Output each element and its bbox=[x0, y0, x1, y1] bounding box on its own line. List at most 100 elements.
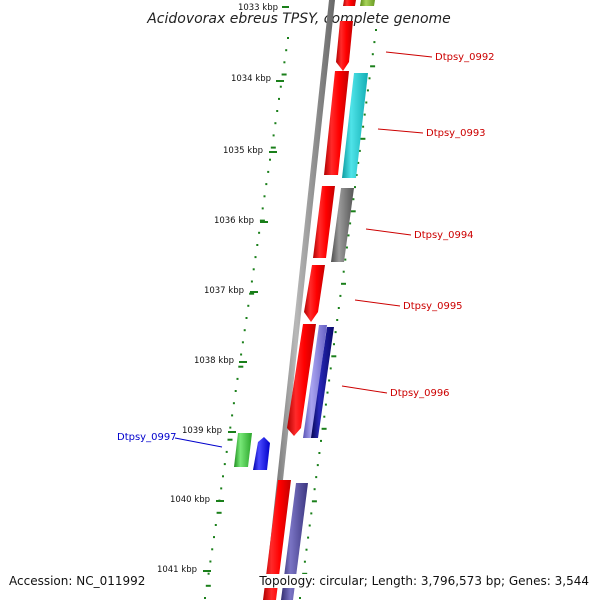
guide-dot bbox=[272, 134, 275, 137]
guide-dot bbox=[360, 137, 366, 140]
guide-dot bbox=[354, 186, 356, 189]
guide-dot bbox=[223, 463, 226, 466]
guide-dot bbox=[337, 307, 340, 309]
guide-dot bbox=[302, 572, 308, 575]
guide-dot bbox=[232, 402, 235, 405]
guide-dot bbox=[308, 524, 311, 527]
gene-feature-dtpsy-0992[interactable] bbox=[336, 21, 353, 71]
gene-label-dtpsy-0995[interactable]: Dtpsy_0995 bbox=[354, 299, 463, 312]
gene-feature[interactable] bbox=[342, 73, 368, 178]
guide-dot bbox=[204, 597, 206, 599]
ruler-tick-label: 1035 kbp bbox=[223, 146, 263, 156]
gene-feature[interactable] bbox=[253, 437, 270, 470]
ruler-tick: 1041 kbp bbox=[157, 565, 211, 575]
guide-dot bbox=[274, 122, 277, 125]
guide-dot bbox=[345, 246, 348, 249]
ruler-tick: 1033 kbp bbox=[238, 3, 289, 13]
guide-dot bbox=[225, 450, 228, 453]
guide-dot bbox=[213, 536, 215, 539]
guide-dot bbox=[347, 234, 350, 237]
guide-dot bbox=[336, 319, 339, 321]
guide-dot bbox=[362, 125, 365, 128]
guide-dot bbox=[238, 365, 244, 368]
gene-label-dtpsy-0992[interactable]: Dtpsy_0992 bbox=[385, 51, 495, 63]
guide-dot bbox=[316, 464, 319, 467]
gene-feature[interactable] bbox=[331, 188, 354, 262]
guide-dot bbox=[363, 113, 366, 116]
gene-label-dtpsy-0993[interactable]: Dtpsy_0993 bbox=[377, 128, 486, 139]
guide-dot bbox=[267, 170, 270, 173]
gene-label-text: Dtpsy_0997 bbox=[117, 432, 177, 443]
guide-dot bbox=[240, 353, 243, 356]
ruler-tick-label: 1036 kbp bbox=[214, 216, 254, 226]
guide-dot bbox=[241, 341, 244, 344]
guide-dot bbox=[218, 499, 221, 502]
guide-dot bbox=[328, 379, 331, 382]
gene-feature[interactable] bbox=[281, 483, 308, 600]
gene-feature-dtpsy-0994[interactable] bbox=[313, 186, 335, 258]
guide-dot bbox=[321, 427, 327, 430]
gene-feature[interactable] bbox=[360, 0, 375, 6]
guide-dot bbox=[285, 49, 288, 52]
gene-features bbox=[234, 0, 375, 600]
gene-label-dtpsy-0996[interactable]: Dtpsy_0996 bbox=[341, 385, 450, 399]
guide-dot bbox=[231, 414, 234, 417]
ruler-tick: 1038 kbp bbox=[194, 356, 247, 366]
gene-feature-dtpsy-0997[interactable] bbox=[234, 433, 252, 467]
guide-dot bbox=[333, 343, 335, 346]
guide-dot bbox=[245, 317, 248, 319]
guide-dot bbox=[368, 77, 371, 80]
guide-dot bbox=[258, 231, 261, 234]
topology-text: Topology: circular; Length: 3,796,573 bp… bbox=[257, 574, 591, 588]
guide-dot bbox=[303, 560, 306, 563]
gene-feature-dtpsy-0995[interactable] bbox=[304, 265, 325, 322]
gene-feature[interactable] bbox=[343, 0, 356, 6]
guide-dot bbox=[227, 438, 233, 441]
guide-dot bbox=[252, 268, 255, 271]
guide-dot bbox=[261, 207, 264, 210]
guide-dot bbox=[320, 439, 322, 442]
guide-dot bbox=[313, 488, 316, 491]
dotted-guides bbox=[204, 29, 377, 599]
gene-label-dtpsy-0994[interactable]: Dtpsy_0994 bbox=[365, 228, 474, 241]
gene-feature-dtpsy-0996[interactable] bbox=[287, 324, 316, 436]
map-title: Acidovorax ebreus TPSY, complete genome bbox=[146, 11, 451, 27]
gene-feature[interactable] bbox=[263, 480, 291, 600]
guide-dot bbox=[323, 415, 326, 418]
guide-dot bbox=[315, 476, 318, 479]
guide-dot bbox=[236, 377, 239, 380]
guide-dot bbox=[324, 403, 327, 406]
guide-dot bbox=[311, 500, 317, 503]
ruler-tick: 1035 kbp bbox=[223, 146, 277, 156]
ruler-tick: 1036 kbp bbox=[214, 216, 268, 226]
ruler-tick-label: 1037 kbp bbox=[204, 286, 244, 296]
guide-dot bbox=[334, 331, 337, 334]
gene-labels: Dtpsy_0992 Dtpsy_0993 Dtpsy_0994 Dtpsy_0… bbox=[117, 51, 495, 448]
ruler-tick-label: 1034 kbp bbox=[231, 74, 271, 84]
guide-dot bbox=[254, 256, 257, 259]
ruler-tick: 1037 kbp bbox=[204, 286, 258, 296]
gene-label-dtpsy-0997[interactable]: Dtpsy_0997 bbox=[117, 432, 223, 448]
ruler-tick-label: 1039 kbp bbox=[182, 426, 222, 436]
guide-dot bbox=[352, 198, 355, 201]
gene-label-text: Dtpsy_0993 bbox=[426, 128, 486, 139]
gene-feature-dtpsy-0993[interactable] bbox=[324, 71, 349, 175]
gene-feature[interactable] bbox=[311, 327, 334, 438]
guide-dot bbox=[342, 270, 345, 273]
guide-dot bbox=[365, 101, 368, 104]
guide-dot bbox=[209, 560, 212, 563]
guide-dot bbox=[256, 244, 259, 246]
ruler-tick-label: 1033 kbp bbox=[238, 3, 278, 13]
ruler-tick-label: 1041 kbp bbox=[157, 565, 197, 575]
guide-dot bbox=[370, 65, 376, 68]
guide-dot bbox=[326, 391, 329, 394]
guide-dot bbox=[310, 512, 313, 515]
guide-dot bbox=[276, 110, 279, 112]
guide-dot bbox=[234, 390, 237, 392]
guide-dot bbox=[283, 61, 286, 64]
gene-feature[interactable] bbox=[303, 325, 327, 438]
guide-dot bbox=[357, 161, 360, 164]
guide-dot bbox=[279, 85, 282, 88]
